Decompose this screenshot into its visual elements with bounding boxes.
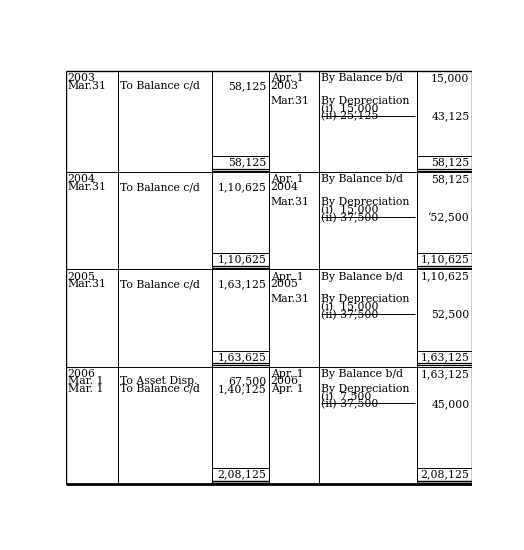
Text: 2006: 2006 bbox=[68, 368, 95, 379]
Text: 58,125: 58,125 bbox=[431, 174, 470, 184]
Text: 58,125: 58,125 bbox=[431, 157, 470, 168]
Text: 67,500: 67,500 bbox=[228, 376, 267, 386]
Text: (i)  15,000: (i) 15,000 bbox=[321, 302, 379, 312]
Text: 52,500: 52,500 bbox=[431, 310, 470, 320]
Text: 1,63,625: 1,63,625 bbox=[217, 352, 267, 362]
Text: To Balance c/d: To Balance c/d bbox=[121, 182, 200, 192]
Text: Mar. 1: Mar. 1 bbox=[68, 376, 103, 386]
Text: By Balance b/d: By Balance b/d bbox=[321, 272, 403, 282]
Text: 1,10,625: 1,10,625 bbox=[217, 255, 267, 265]
Text: Apr. 1: Apr. 1 bbox=[270, 73, 303, 83]
Text: 1,63,125: 1,63,125 bbox=[421, 352, 470, 362]
Text: To Balance c/d: To Balance c/d bbox=[121, 279, 200, 289]
Text: (ii) 25,125: (ii) 25,125 bbox=[321, 111, 379, 122]
Text: By Depreciation: By Depreciation bbox=[321, 96, 410, 106]
Text: (i)  15,000: (i) 15,000 bbox=[321, 205, 379, 215]
Text: To Balance c/d: To Balance c/d bbox=[121, 384, 200, 394]
Text: (ii) 37,500: (ii) 37,500 bbox=[321, 399, 379, 410]
Text: 15,000: 15,000 bbox=[431, 73, 470, 83]
Text: 58,125: 58,125 bbox=[228, 157, 267, 168]
Text: 2004: 2004 bbox=[270, 182, 299, 192]
Text: Mar.31: Mar.31 bbox=[68, 279, 106, 289]
Text: (ii) 37,500: (ii) 37,500 bbox=[321, 213, 379, 223]
Text: Mar.31: Mar.31 bbox=[270, 197, 310, 207]
Text: (i)  15,000: (i) 15,000 bbox=[321, 104, 379, 114]
Text: By Depreciation: By Depreciation bbox=[321, 384, 410, 394]
Text: Apr. 1: Apr. 1 bbox=[270, 174, 303, 184]
Text: By Depreciation: By Depreciation bbox=[321, 294, 410, 305]
Text: 2006: 2006 bbox=[270, 376, 299, 386]
Text: 58,125: 58,125 bbox=[228, 81, 267, 91]
Text: 1,63,125: 1,63,125 bbox=[217, 279, 267, 289]
Text: To Balance c/d: To Balance c/d bbox=[121, 81, 200, 91]
Text: 2,08,125: 2,08,125 bbox=[421, 470, 470, 480]
Text: 2004: 2004 bbox=[68, 174, 95, 184]
Text: 2005: 2005 bbox=[270, 279, 299, 289]
Text: 1,10,625: 1,10,625 bbox=[421, 255, 470, 265]
Text: (ii) 37,500: (ii) 37,500 bbox=[321, 310, 379, 320]
Text: 45,000: 45,000 bbox=[431, 399, 470, 409]
Text: Mar. 1: Mar. 1 bbox=[68, 384, 103, 394]
Text: 2003: 2003 bbox=[68, 73, 95, 83]
Text: By Balance b/d: By Balance b/d bbox=[321, 174, 403, 184]
Text: 2,08,125: 2,08,125 bbox=[217, 470, 267, 480]
Text: 1,10,625: 1,10,625 bbox=[421, 272, 470, 282]
Text: By Balance b/d: By Balance b/d bbox=[321, 368, 403, 379]
Text: Apr. 1: Apr. 1 bbox=[270, 272, 303, 282]
Text: Mar.31: Mar.31 bbox=[270, 294, 310, 305]
Text: To Asset Disp.: To Asset Disp. bbox=[121, 376, 198, 386]
Text: 43,125: 43,125 bbox=[431, 111, 470, 122]
Text: 1,10,625: 1,10,625 bbox=[217, 182, 267, 192]
Text: Mar.31: Mar.31 bbox=[270, 96, 310, 106]
Text: Apr. 1: Apr. 1 bbox=[270, 384, 303, 394]
Text: Mar.31: Mar.31 bbox=[68, 182, 106, 192]
Text: Mar.31: Mar.31 bbox=[68, 81, 106, 91]
Text: 2005: 2005 bbox=[68, 272, 95, 282]
Text: By Balance b/d: By Balance b/d bbox=[321, 73, 403, 83]
Text: Apr. 1: Apr. 1 bbox=[270, 368, 303, 379]
Text: (i)  7,500: (i) 7,500 bbox=[321, 392, 372, 402]
Text: 1,63,125: 1,63,125 bbox=[421, 368, 470, 379]
Text: 2003: 2003 bbox=[270, 81, 299, 91]
Text: 1,40,125: 1,40,125 bbox=[218, 384, 267, 394]
Text: By Depreciation: By Depreciation bbox=[321, 197, 410, 207]
Text: ‘52,500: ‘52,500 bbox=[428, 213, 470, 223]
